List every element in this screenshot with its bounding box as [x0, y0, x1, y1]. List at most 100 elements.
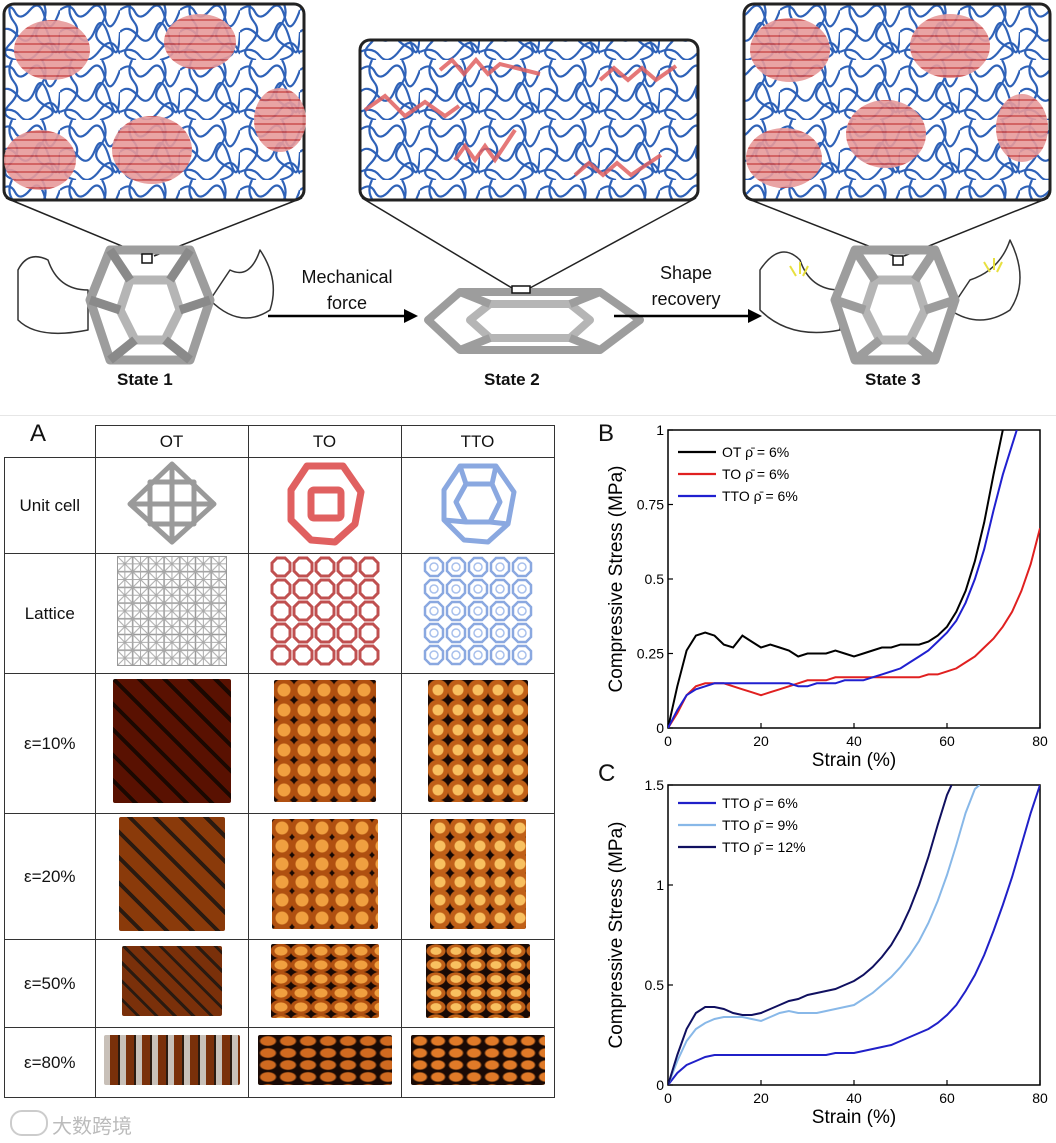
x-tick-label: 40 — [846, 733, 862, 749]
chart-b: 0 20 40 60 80 0 0.25 0.5 0.75 1 Strain (%) Compress… — [606, 422, 1048, 771]
photo-tto-80 — [400, 1027, 555, 1098]
arrow-shape-recovery — [614, 309, 762, 323]
y-axis-label: Compressive Stress (MPa) — [606, 822, 627, 1049]
state3-lattice — [759, 239, 1021, 365]
y-tick-label: 0.5 — [645, 571, 665, 587]
ot-unit-cell-icon — [127, 461, 216, 545]
tto-unit-cell-icon — [441, 463, 516, 545]
legend-label: TO ρ̄ = 6% — [722, 466, 789, 482]
y-tick-label: 1 — [656, 422, 664, 438]
col-header-tto: TTO — [400, 425, 555, 458]
legend-label: TTO ρ̄ = 6% — [722, 488, 798, 504]
photo-to-50 — [247, 939, 402, 1028]
tto-compression-photo — [429, 819, 526, 929]
state2-lattice — [424, 288, 644, 354]
arrow2-line1: Shape — [659, 263, 713, 283]
row-label-strain-20: ε=20% — [4, 813, 96, 940]
series-line — [668, 785, 981, 1085]
legend-label: TTO ρ̄ = 9% — [722, 817, 798, 833]
state2-zoom-box — [358, 38, 700, 202]
unit-cell-ot — [94, 457, 249, 554]
x-tick-label: 80 — [1032, 1090, 1048, 1106]
tto-lattice-image — [422, 556, 533, 666]
y-axis-label: Compressive Stress (MPa) — [606, 466, 627, 693]
row-label-strain-80: ε=80% — [4, 1027, 96, 1098]
ot-compression-photo — [121, 946, 222, 1016]
col-header-to: TO — [247, 425, 402, 458]
to-compression-photo — [271, 819, 378, 929]
arrow2-label: Shape recovery — [636, 260, 736, 312]
ot-compression-photo — [112, 679, 231, 803]
panel-a-table: OT TO TTO Unit cell — [4, 425, 555, 1098]
section-divider — [0, 415, 1056, 416]
corner-cell — [4, 425, 96, 458]
lattice-ot — [94, 553, 249, 674]
tto-compression-photo — [425, 944, 530, 1018]
arrow-mechanical-force — [268, 309, 418, 323]
state2-label: State 2 — [484, 370, 540, 389]
row-label-strain-10: ε=10% — [4, 673, 96, 814]
tto-compression-photo — [410, 1035, 545, 1085]
arrow2-line2: recovery — [651, 289, 721, 309]
x-axis-label: Strain (%) — [812, 1107, 896, 1128]
x-tick-label: 40 — [846, 1090, 862, 1106]
watermark-text: 大数跨境 — [52, 1116, 132, 1138]
arrow1-line2: force — [326, 293, 368, 313]
x-tick-label: 0 — [664, 1090, 672, 1106]
series-line — [668, 528, 1040, 728]
legend-label: TTO ρ̄ = 6% — [722, 795, 798, 811]
panel-c-letter: C — [598, 760, 616, 787]
legend-label: TTO ρ̄ = 12% — [722, 839, 806, 855]
series-line — [668, 430, 1004, 728]
x-tick-label: 60 — [939, 1090, 955, 1106]
to-compression-photo — [257, 1035, 392, 1085]
state1-label: State 1 — [117, 370, 173, 389]
to-compression-photo — [270, 944, 379, 1018]
arrow1-line1: Mechanical — [301, 267, 393, 287]
y-tick-label: 0.5 — [645, 977, 665, 993]
series-line — [668, 430, 1018, 728]
legend-label: OT ρ̄ = 6% — [722, 444, 789, 460]
tto-compression-photo — [427, 680, 528, 802]
panel-b-letter: B — [598, 420, 615, 447]
y-tick-label: 0.25 — [637, 646, 664, 662]
photo-tto-10 — [400, 673, 555, 814]
state3-label: State 3 — [865, 370, 921, 389]
top-schematic — [2, 2, 1052, 365]
state1-lattice — [17, 245, 275, 365]
photo-ot-50 — [94, 939, 249, 1028]
photo-ot-10 — [94, 673, 249, 814]
state3-zoom-box — [742, 2, 1052, 202]
series-line — [668, 785, 1040, 1085]
y-tick-label: 0 — [656, 1077, 664, 1093]
photo-to-10 — [247, 673, 402, 814]
unit-cell-tto — [400, 457, 555, 554]
photo-to-80 — [247, 1027, 402, 1098]
arrow1-label: Mechanical force — [284, 264, 410, 316]
photo-ot-20 — [94, 813, 249, 940]
ot-compression-photo — [103, 1035, 240, 1085]
x-tick-label: 0 — [664, 733, 672, 749]
photo-tto-20 — [400, 813, 555, 940]
state1-zoom-box — [2, 2, 306, 202]
x-tick-label: 20 — [753, 733, 769, 749]
watermark-logo-icon — [10, 1110, 48, 1136]
photo-tto-50 — [400, 939, 555, 1028]
photo-ot-80 — [94, 1027, 249, 1098]
row-label-lattice: Lattice — [4, 553, 96, 674]
y-tick-label: 0.75 — [637, 497, 664, 513]
row-label-unit-cell: Unit cell — [4, 457, 96, 554]
series-line — [668, 785, 953, 1085]
y-tick-label: 1 — [656, 877, 664, 893]
x-tick-label: 60 — [939, 733, 955, 749]
photo-to-20 — [247, 813, 402, 940]
to-compression-photo — [273, 680, 376, 802]
col-header-ot: OT — [94, 425, 249, 458]
chart-c: 0 20 40 60 80 0 0.5 1 1.5 Strain (%) Compressive S… — [606, 777, 1048, 1128]
lattice-to — [247, 553, 402, 674]
y-tick-label: 0 — [656, 720, 664, 736]
ot-lattice-image — [115, 555, 228, 667]
unit-cell-to — [247, 457, 402, 554]
ot-compression-photo — [118, 817, 225, 931]
to-lattice-image — [269, 556, 380, 666]
